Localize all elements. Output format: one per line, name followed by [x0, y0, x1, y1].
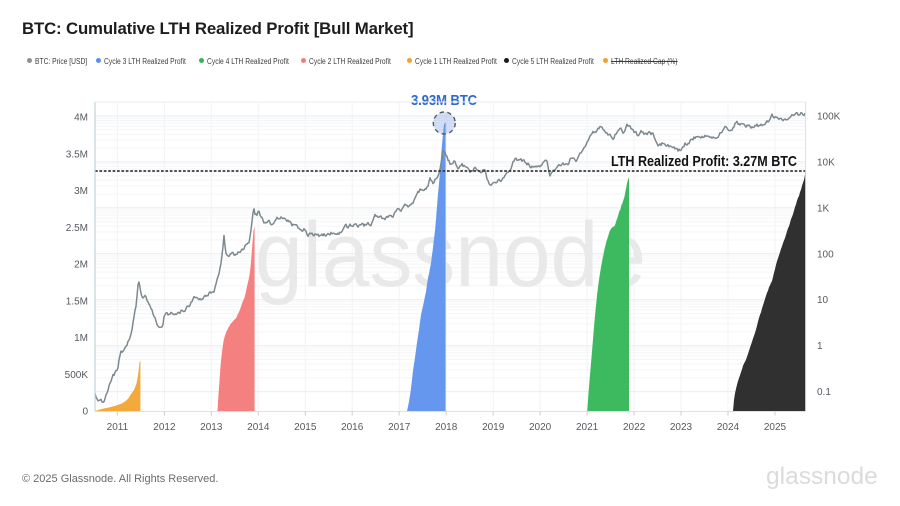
svg-text:2.5M: 2.5M	[66, 223, 88, 234]
svg-text:2025: 2025	[764, 422, 787, 433]
svg-text:2024: 2024	[717, 422, 740, 433]
svg-text:3.5M: 3.5M	[66, 149, 88, 160]
svg-text:1M: 1M	[74, 333, 88, 344]
svg-text:2023: 2023	[670, 422, 693, 433]
svg-text:100: 100	[817, 249, 834, 260]
svg-text:2011: 2011	[107, 422, 129, 433]
svg-text:2015: 2015	[294, 422, 317, 433]
svg-text:3.93M BTC: 3.93M BTC	[411, 93, 478, 109]
svg-text:2012: 2012	[153, 422, 176, 433]
svg-text:2021: 2021	[576, 422, 599, 433]
svg-text:glassnode: glassnode	[255, 204, 646, 306]
svg-text:1.5M: 1.5M	[66, 296, 88, 307]
svg-text:10: 10	[817, 295, 829, 306]
svg-text:2019: 2019	[482, 422, 505, 433]
svg-text:2016: 2016	[341, 422, 364, 433]
svg-text:100K: 100K	[817, 112, 841, 123]
svg-text:2020: 2020	[529, 422, 552, 433]
svg-text:0: 0	[82, 407, 88, 418]
svg-text:LTH Realized Profit: 3.27M BTC: LTH Realized Profit: 3.27M BTC	[611, 153, 797, 170]
svg-text:2017: 2017	[388, 422, 411, 433]
svg-text:10K: 10K	[817, 158, 835, 169]
svg-text:2013: 2013	[200, 422, 223, 433]
svg-text:500K: 500K	[65, 370, 89, 381]
svg-text:1: 1	[817, 341, 823, 352]
svg-text:0.1: 0.1	[817, 387, 831, 398]
svg-text:4M: 4M	[74, 113, 88, 124]
svg-text:2022: 2022	[623, 422, 646, 433]
svg-text:2M: 2M	[74, 260, 88, 271]
svg-text:1K: 1K	[817, 203, 830, 214]
svg-text:3M: 3M	[74, 186, 88, 197]
svg-text:2014: 2014	[247, 422, 270, 433]
svg-text:2018: 2018	[435, 422, 458, 433]
